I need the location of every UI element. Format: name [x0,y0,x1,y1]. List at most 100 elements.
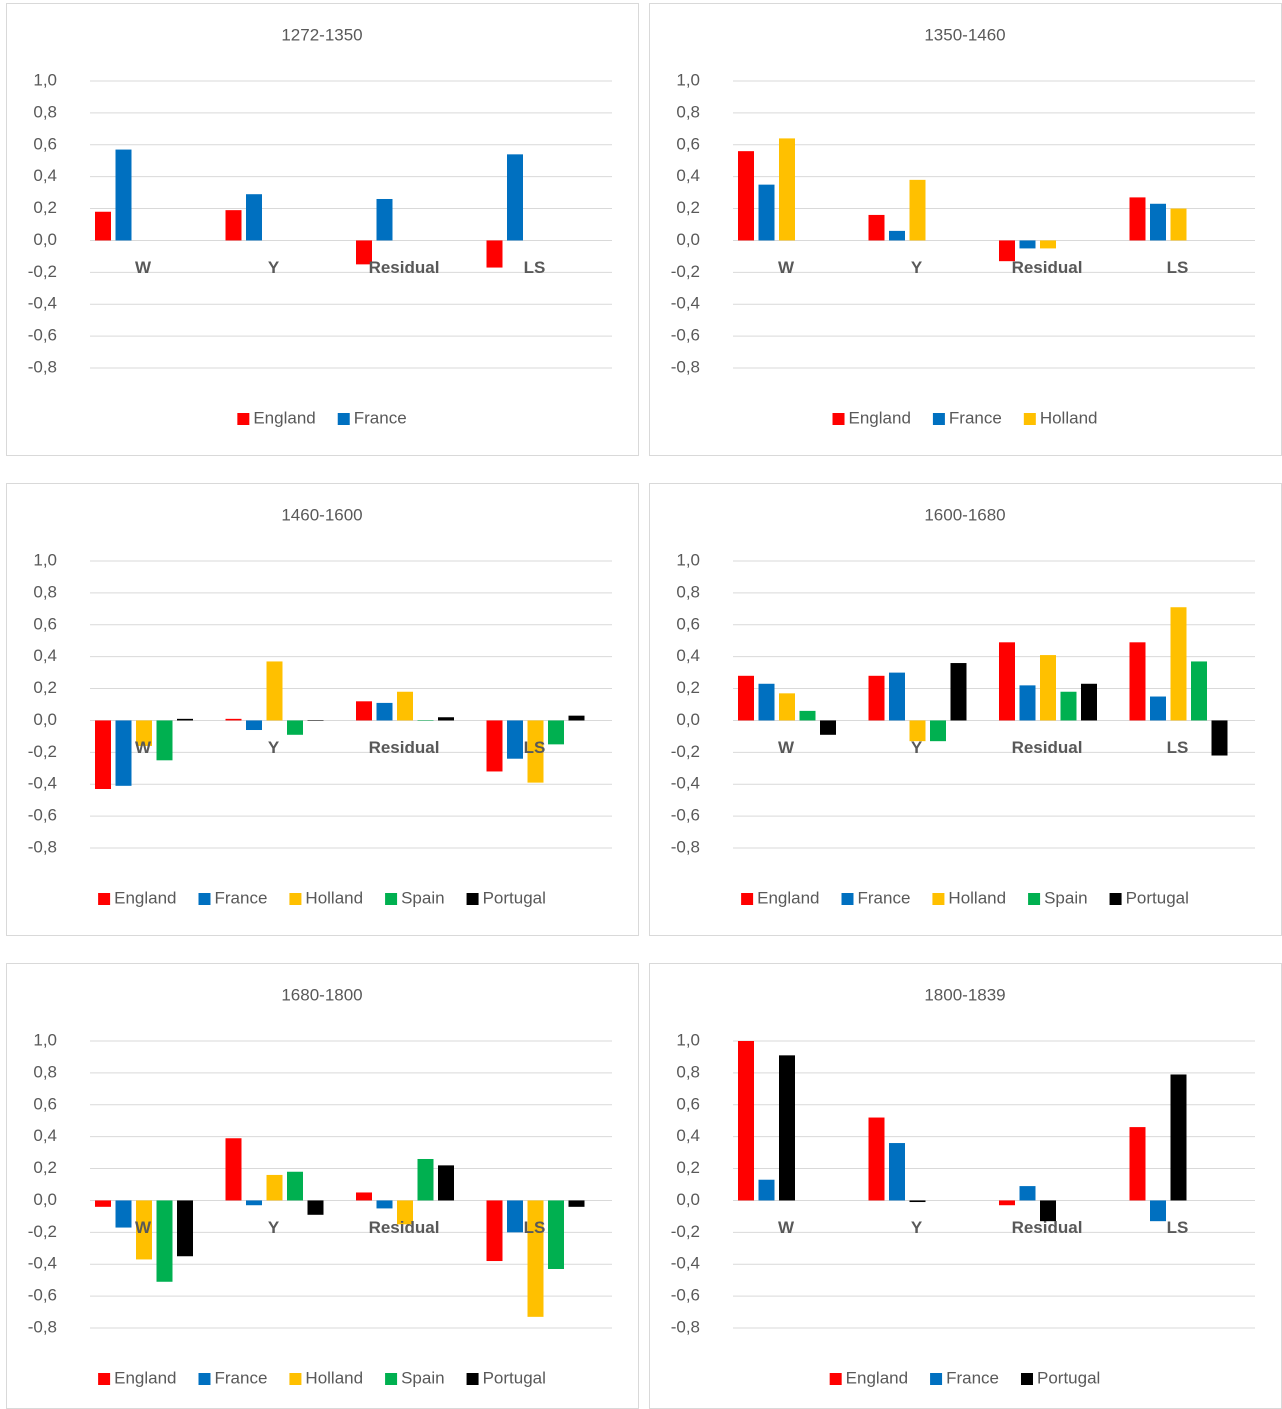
y-tick-label: -0,4 [28,774,57,793]
y-tick-label: 0,0 [33,1190,57,1209]
y-tick-label: -0,2 [671,1222,700,1241]
bar [1150,203,1166,241]
y-tick-label: -0,6 [671,806,700,825]
y-tick-label: -0,6 [28,1286,57,1305]
bar [507,1200,523,1233]
y-tick-label: 0,8 [33,102,57,121]
legend-swatch [198,1373,211,1385]
x-tick-label: Residual [369,258,440,277]
legend: England France Holland Spain Portugal [741,888,1189,907]
y-tick-label: 0,4 [33,1126,57,1145]
bar [307,1200,324,1215]
x-tick-label: LS [524,258,546,277]
bar [889,230,905,241]
legend-swatch [385,1373,398,1385]
legend-label: England [114,1368,176,1387]
y-tick-label: 0,2 [33,1158,57,1177]
bar [307,720,324,721]
bar [868,214,885,241]
x-tick-label: Residual [369,738,440,757]
y-tick-label: -0,2 [28,742,57,761]
y-tick-label: 1,0 [676,70,700,89]
bar [1150,1200,1166,1222]
bar [1170,607,1187,721]
chart-panel: 1350-1460 1,0 0,8 0,6 0,4 0,2 0,0 -0,2 -0,4 -0,6 -… [649,3,1282,456]
y-tick-label: -0,8 [28,1317,57,1336]
x-tick-label: Residual [1012,738,1083,757]
bar [1040,1200,1056,1222]
y-tick-label: 0,2 [676,678,700,697]
y-tick-label: 0,0 [676,710,700,729]
x-tick-label: LS [524,738,546,757]
bar [1170,1074,1187,1201]
bar [136,1200,152,1260]
y-tick-label: -0,4 [671,1254,700,1273]
x-tick-label: W [778,258,795,277]
legend-swatch [98,893,111,905]
y-tick-label: -0,6 [671,326,700,345]
bar [156,720,173,761]
bar [820,720,836,735]
y-tick-label: -0,8 [671,837,700,856]
legend-label: Portugal [1037,1368,1100,1387]
bar [1129,1127,1146,1201]
y-tick-label: 0,4 [676,1126,700,1145]
chart-title: 1272-1350 [281,25,362,44]
x-tick-label: Residual [1012,258,1083,277]
bar [417,720,434,721]
bar [779,1055,795,1201]
x-tick-label: Residual [369,1218,440,1237]
bar [999,1200,1015,1206]
bar [1040,240,1056,249]
legend-swatch [930,1373,943,1385]
bar [889,672,905,721]
legend-swatch [741,893,754,905]
y-tick-label: 0,6 [676,1094,700,1113]
legend: England France Holland Spain Portugal [98,888,546,907]
y-tick-label: -0,8 [671,1317,700,1336]
bar [397,691,413,721]
bar [115,720,132,786]
y-tick-label: 0,2 [33,678,57,697]
legend-label: Portugal [483,1368,546,1387]
legend-label: Portugal [483,888,546,907]
bar [1081,683,1097,721]
y-tick-label: 0,6 [33,134,57,153]
legend-label: Holland [1040,408,1098,427]
bar [1060,691,1077,721]
legend-swatch [832,413,845,425]
y-tick-label: 0,4 [33,166,57,185]
legend-swatch [841,893,854,905]
y-tick-label: 0,0 [33,710,57,729]
legend-label: England [253,408,315,427]
y-tick-label: 0,6 [33,1094,57,1113]
y-tick-label: 0,6 [33,614,57,633]
panel-border [6,483,639,936]
bar [397,1200,413,1225]
y-tick-label: -0,2 [671,742,700,761]
x-tick-label: Y [911,738,923,757]
legend-swatch [932,893,945,905]
legend-swatch [932,413,945,425]
y-tick-label: 1,0 [33,550,57,569]
legend-swatch [829,1373,842,1385]
bar [287,720,303,735]
legend-swatch [466,893,479,905]
y-tick-label: 0,4 [676,166,700,185]
bar [1211,720,1228,756]
legend: England France [237,408,407,427]
bar [1129,642,1146,721]
chart-panel: 1460-1600 1,0 0,8 0,6 0,4 0,2 0,0 -0,2 -0,4 -0,6 -… [6,483,639,936]
bar [246,1200,262,1206]
bar [438,717,454,721]
bar [376,1200,393,1209]
legend-swatch [198,893,211,905]
y-tick-label: 0,2 [676,198,700,217]
bar [417,1158,434,1201]
bar [287,1171,303,1201]
legend-label: Spain [401,1368,444,1387]
panel-border [6,963,639,1409]
bar [95,211,111,241]
bar [527,1200,544,1317]
x-tick-label: W [135,738,152,757]
